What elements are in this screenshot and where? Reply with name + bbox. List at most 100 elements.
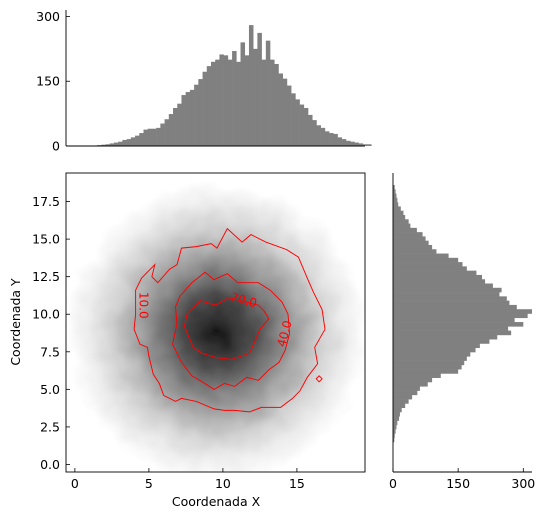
right-histogram-bar	[393, 185, 395, 190]
top-histogram-bar	[135, 135, 140, 146]
top-histogram-bar	[173, 108, 178, 146]
top-histogram-bar	[303, 108, 309, 146]
right-histogram-bar	[393, 386, 420, 391]
contour-line-10.0	[133, 227, 326, 413]
right-histogram-bar	[393, 202, 399, 207]
right-histogram-bar	[393, 266, 467, 271]
top-y-tick-label: 0	[52, 139, 60, 154]
top-histogram-bar	[223, 55, 229, 147]
top-histogram-bar	[257, 32, 262, 146]
right-x-tick-label: 300	[511, 476, 535, 491]
top-histogram-bar	[295, 99, 300, 146]
right-histogram-bar	[393, 189, 396, 194]
right-histogram-bar	[393, 429, 396, 434]
y-tick-label: 15.0	[32, 232, 60, 247]
contour-label: 10.0	[136, 292, 150, 319]
right-histogram-bar	[393, 240, 429, 246]
right-x-tick-label: 150	[446, 476, 470, 491]
right-histogram-bar	[393, 339, 490, 344]
right-histogram-bar	[393, 309, 532, 314]
top-histogram-bar	[101, 144, 106, 146]
top-y-tick-label: 150	[36, 74, 60, 89]
right-histogram-bars	[393, 185, 532, 443]
right-histogram-bar	[393, 343, 480, 349]
y-tick-label: 10.0	[32, 307, 60, 322]
right-histogram-bar	[393, 347, 476, 353]
right-histogram-bar	[393, 244, 433, 250]
top-histogram-bar	[286, 85, 292, 146]
top-histogram-bar	[210, 61, 216, 146]
right-histogram-bar	[393, 236, 426, 241]
top-histogram-bar	[105, 144, 111, 146]
top-histogram-bar	[354, 142, 359, 146]
right-histogram-bar	[393, 262, 463, 267]
top-histogram-bar	[189, 89, 195, 146]
right-histogram-bar	[393, 356, 467, 361]
top-histogram-bar	[164, 119, 170, 146]
top-histogram-bar	[312, 120, 317, 146]
top-histogram-bar	[181, 95, 186, 146]
top-histogram-bar	[139, 133, 144, 146]
right-histogram-bar	[393, 223, 411, 229]
y-tick-label: 12.5	[32, 269, 60, 284]
top-histogram-bar	[278, 73, 284, 146]
right-histogram-bar	[393, 304, 517, 310]
main-plot-frame	[65, 172, 366, 473]
top-histogram-bar	[185, 92, 191, 146]
right-histogram-bar	[393, 300, 510, 306]
density-blob	[67, 182, 365, 472]
top-histogram-bar	[253, 48, 258, 146]
y-tick-label: 5.0	[40, 382, 60, 397]
top-histogram-bar	[320, 127, 326, 146]
top-histogram-bar	[168, 114, 174, 146]
top-histogram-bar	[337, 137, 343, 146]
top-histogram-bar	[324, 131, 330, 146]
top-histogram-bar	[274, 63, 279, 146]
contour-lines	[133, 227, 326, 413]
top-histogram-bar	[282, 78, 288, 146]
right-histogram-bar	[393, 279, 486, 284]
top-histogram-bar	[177, 103, 182, 146]
right-histogram-bar	[393, 274, 483, 280]
top-histogram-bar	[147, 128, 153, 146]
right-histogram-bar	[393, 394, 413, 400]
top-histogram-bar	[232, 51, 237, 147]
right-histogram-bar	[393, 369, 459, 374]
top-histogram-panel: 0 150 300	[36, 9, 372, 154]
main-axis-ticks: 0 5 10 15 0.0 2.5 5.0 7.5 10.0 12.5 15.0 17.5	[32, 194, 305, 491]
top-histogram-bar	[333, 133, 338, 146]
top-histogram-bar	[345, 140, 351, 146]
top-y-tick-label: 300	[36, 9, 60, 24]
right-histogram-bar	[393, 249, 437, 254]
right-histogram-bar	[393, 424, 397, 430]
top-histogram-bar	[329, 133, 334, 146]
top-histogram-ticks: 0 150 300	[36, 9, 70, 154]
top-histogram-bar	[358, 143, 364, 146]
right-histogram-bar	[393, 403, 406, 408]
right-histogram-bar	[393, 377, 433, 383]
right-histogram-bar	[393, 313, 528, 319]
right-histogram-bar	[393, 411, 400, 417]
right-histogram-bar	[393, 197, 398, 203]
right-histogram-bar	[393, 399, 409, 404]
contour-label: 70.0	[229, 290, 258, 310]
x-tick-label: 15	[289, 476, 305, 491]
right-histogram-bar	[393, 214, 406, 220]
contour-line-70.0	[183, 297, 270, 360]
right-histogram-ticks: 0 150 300	[389, 468, 535, 491]
right-histogram-bar	[393, 360, 465, 366]
top-histogram-bar	[244, 55, 250, 147]
top-histogram-bar	[299, 104, 305, 146]
top-histogram-bar	[113, 142, 119, 146]
contour-label: 40.0	[274, 319, 294, 348]
right-histogram-bar	[393, 296, 507, 301]
main-density-panel: 10.0 40.0 70.0 0 5 10 15 0.0 2.5 5.0 7.5 10.0 12.5 1…	[8, 172, 366, 509]
top-histogram-bar	[265, 40, 271, 146]
top-histogram-bar	[118, 141, 123, 146]
right-histogram-bar	[393, 219, 409, 224]
right-x-tick-label: 0	[389, 476, 397, 491]
top-histogram-bar	[198, 79, 203, 146]
top-histogram-bar	[130, 137, 136, 146]
top-histogram-bar	[240, 42, 246, 146]
